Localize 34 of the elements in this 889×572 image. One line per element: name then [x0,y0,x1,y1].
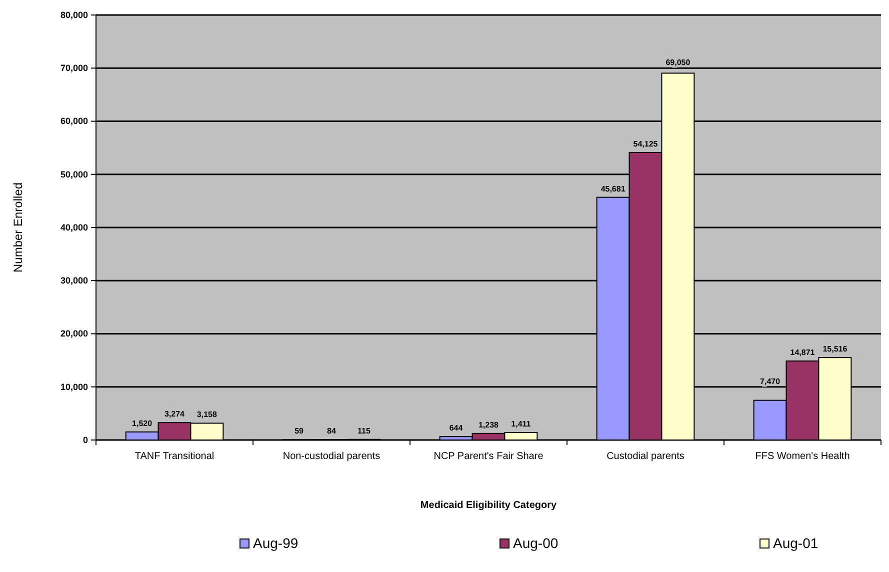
legend-label: Aug-00 [513,535,558,551]
x-tick-label: Custodial parents [606,450,686,463]
data-label: 1,238 [478,420,500,430]
y-tick-label: 30,000 [60,276,88,286]
x-tick-label: NCP Parent's Fair Share [432,450,544,463]
data-label: 3,274 [164,410,186,419]
data-label: 115 [357,426,371,436]
data-label: 1,411 [511,420,532,429]
data-label: 54,125 [633,139,658,148]
legend-label: Aug-99 [253,535,298,551]
y-tick-label: 40,000 [60,222,88,232]
y-tick-label: 80,000 [60,10,88,20]
data-label: 84 [327,426,336,436]
y-tick-label: 20,000 [60,328,88,339]
data-label: 15,516 [822,344,848,354]
x-tick-label: FFS Women's Health [754,450,851,463]
y-tick-label: 60,000 [60,116,88,126]
x-tick-label: Non-custodial parents [282,450,382,463]
data-label: 45,681 [600,184,626,194]
y-tick-label: 50,000 [60,169,88,180]
data-label: 14,871 [790,348,816,357]
x-axis-title: Medicaid Eligibility Category [420,500,558,511]
y-tick-label: 10,000 [60,382,88,392]
legend-label: Aug-01 [773,535,818,551]
y-axis-title: Number Enrolled [11,182,25,273]
y-tick-label: 0 [82,434,88,445]
data-label: 69,050 [666,58,691,68]
data-label: 7,470 [760,376,781,386]
data-label: 3,158 [196,410,218,420]
data-label: 59 [294,426,304,436]
y-tick-label: 70,000 [60,63,88,74]
x-tick-label: TANF Transitional [134,450,216,463]
data-label: 644 [449,424,464,433]
data-label: 1,520 [132,418,153,428]
